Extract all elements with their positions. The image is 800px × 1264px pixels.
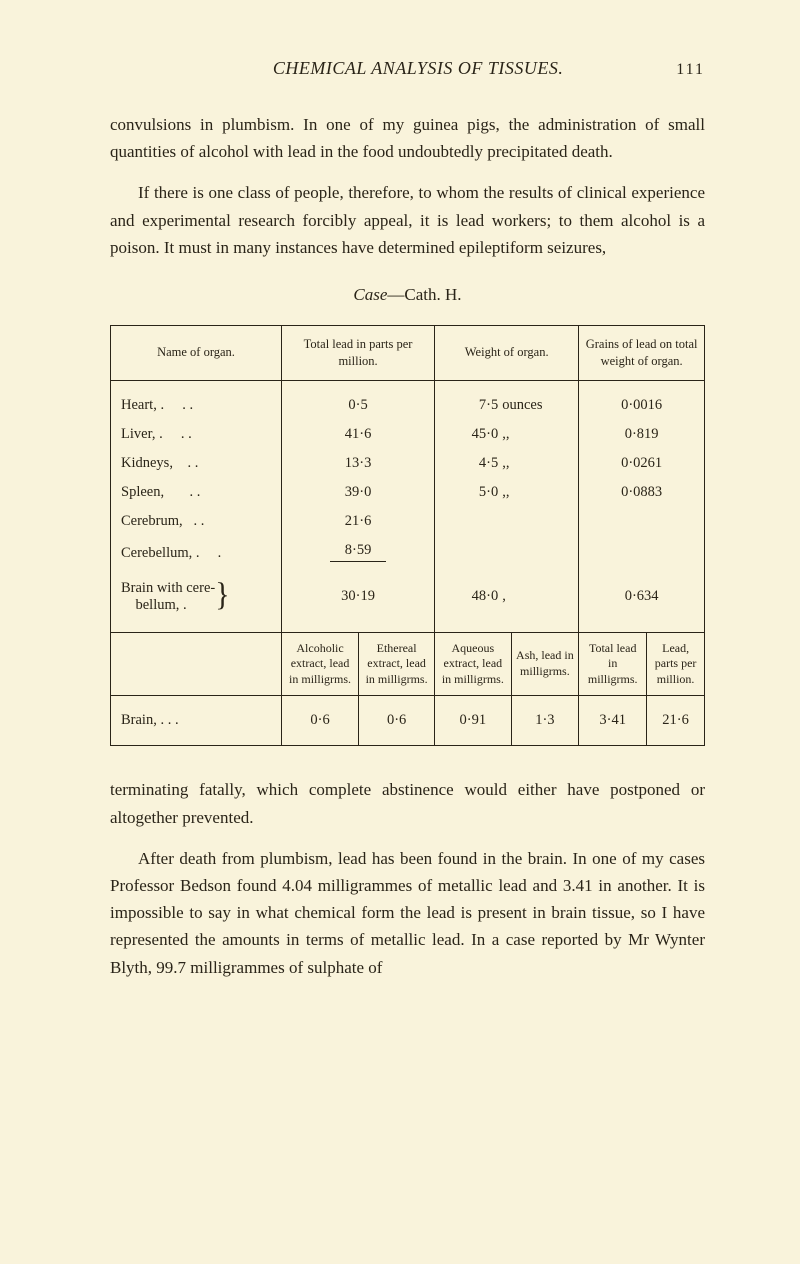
analysis-table: Name of organ. Total lead in parts per m… (110, 325, 705, 747)
cell-weight: 45·0,, (435, 420, 579, 449)
case-prefix: Case (353, 285, 387, 304)
cell-total: 21·6 (282, 507, 435, 536)
cell-total: 39·0 (282, 478, 435, 507)
table-row: Kidneys, . . 13·3 4·5,, 0·0261 (111, 449, 705, 478)
organ-name: Cerebrum, (121, 513, 183, 529)
weight-unit: ,, (498, 426, 554, 443)
table-row: Spleen, . . 39·0 5·0,, 0·0883 (111, 478, 705, 507)
cell-grains: 0·819 (579, 420, 705, 449)
page-number: 111 (676, 61, 705, 79)
cell-grains: 0·634 (579, 570, 705, 633)
organ-name: Cerebellum, . (121, 545, 200, 561)
cell-name: Cerebellum, . . (111, 536, 282, 570)
cell-alcoholic: 0·6 (282, 696, 359, 746)
table-row-final: Brain, . . . 0·6 0·6 0·91 1·3 3·41 21·6 (111, 696, 705, 746)
col-alcoholic: Alcoholic extract, lead in milligrms. (282, 632, 359, 696)
brain-name-2: bellum, . (136, 597, 187, 613)
cell-weight: 4·5,, (435, 449, 579, 478)
dots: . . (182, 397, 193, 413)
table-row: Heart, . . . 0·5 7·5ounces 0·0016 (111, 380, 705, 420)
col-blank (111, 632, 282, 696)
subtotal-rule (292, 561, 424, 562)
organ-name: Liver, . (121, 426, 163, 442)
col-grains: Grains of lead on total weight of organ. (579, 325, 705, 380)
cell-weight: 5·0,, (435, 478, 579, 507)
organ-name: Kidneys, (121, 455, 173, 471)
cell-total: 30·19 (282, 570, 435, 633)
weight-num: 7·5 (464, 397, 498, 414)
organ-name: Spleen, (121, 484, 164, 500)
table-row: Cerebrum, . . 21·6 (111, 507, 705, 536)
paragraph-1: convulsions in plumbism. In one of my gu… (110, 111, 705, 165)
col-name: Name of organ. (111, 325, 282, 380)
paragraph-4: After death from plumbism, lead has been… (110, 845, 705, 981)
cell-weight: 48·0, (435, 570, 579, 633)
weight-num: 48·0 (464, 588, 498, 605)
table-row: Liver, . . . 41·6 45·0,, 0·819 (111, 420, 705, 449)
organ-name: Heart, . (121, 397, 164, 413)
case-suffix: —Cath. H. (387, 285, 461, 304)
col-ash: Ash, lead in milligrms. (511, 632, 579, 696)
cell-grains: 0·0016 (579, 380, 705, 420)
weight-unit: ounces (498, 397, 554, 414)
dots: . . (187, 455, 198, 471)
weight-unit: ,, (498, 455, 554, 472)
cell-name: Spleen, . . (111, 478, 282, 507)
cell-name: Brain, . . . (111, 696, 282, 746)
brain-name-1: Brain with cere- (121, 580, 215, 596)
weight-num: 45·0 (464, 426, 498, 443)
cell-total: 13·3 (282, 449, 435, 478)
cell-aqueous: 0·91 (435, 696, 511, 746)
cell-grains (579, 507, 705, 536)
cell-ethereal: 0·6 (359, 696, 435, 746)
cell-weight: 7·5ounces (435, 380, 579, 420)
cell-grains: 0·0883 (579, 478, 705, 507)
dots: . . (193, 513, 204, 529)
col-total2: Total lead in milligrms. (579, 632, 647, 696)
cell-name: Liver, . . . (111, 420, 282, 449)
cell-grains: 0·0261 (579, 449, 705, 478)
col-weight: Weight of organ. (435, 325, 579, 380)
cell-value: 8·59 (345, 542, 372, 558)
weight-num: 5·0 (464, 484, 498, 501)
col-ethereal: Ethereal extract, lead in milligrms. (359, 632, 435, 696)
cell-total: 8·59 (282, 536, 435, 570)
cell-weight (435, 536, 579, 570)
col-aqueous: Aqueous extract, lead in milligrms. (435, 632, 511, 696)
cell-weight (435, 507, 579, 536)
dots: . . (181, 426, 192, 442)
col-total: Total lead in parts per million. (282, 325, 435, 380)
cell-ash: 1·3 (511, 696, 579, 746)
case-label: Case—Cath. H. (110, 285, 705, 305)
cell-total: 0·5 (282, 380, 435, 420)
cell-name: Cerebrum, . . (111, 507, 282, 536)
running-head: CHEMICAL ANALYSIS OF TISSUES. 111 (110, 58, 705, 79)
cell-name: Heart, . . . (111, 380, 282, 420)
dots: . (218, 545, 222, 561)
cell-name: Brain with cere- bellum, . } (111, 570, 282, 633)
table-row: Cerebellum, . . 8·59 (111, 536, 705, 570)
col-lead: Lead, parts per million. (647, 632, 705, 696)
running-title: CHEMICAL ANALYSIS OF TISSUES. (160, 58, 676, 79)
cell-name: Kidneys, . . (111, 449, 282, 478)
weight-num: 4·5 (464, 455, 498, 472)
weight-unit: , (498, 588, 554, 605)
table-subheader-row: Alcoholic extract, lead in milligrms. Et… (111, 632, 705, 696)
paragraph-2: If there is one class of people, therefo… (110, 179, 705, 261)
cell-lead: 21·6 (647, 696, 705, 746)
page: CHEMICAL ANALYSIS OF TISSUES. 111 convul… (0, 0, 800, 1264)
table-header-row: Name of organ. Total lead in parts per m… (111, 325, 705, 380)
paragraph-3: terminating fatally, which complete abst… (110, 776, 705, 830)
cell-grains (579, 536, 705, 570)
weight-unit: ,, (498, 484, 554, 501)
cell-total: 41·6 (282, 420, 435, 449)
dots: . . (189, 484, 200, 500)
table-row-brain: Brain with cere- bellum, . } 30·19 48·0,… (111, 570, 705, 633)
cell-total: 3·41 (579, 696, 647, 746)
